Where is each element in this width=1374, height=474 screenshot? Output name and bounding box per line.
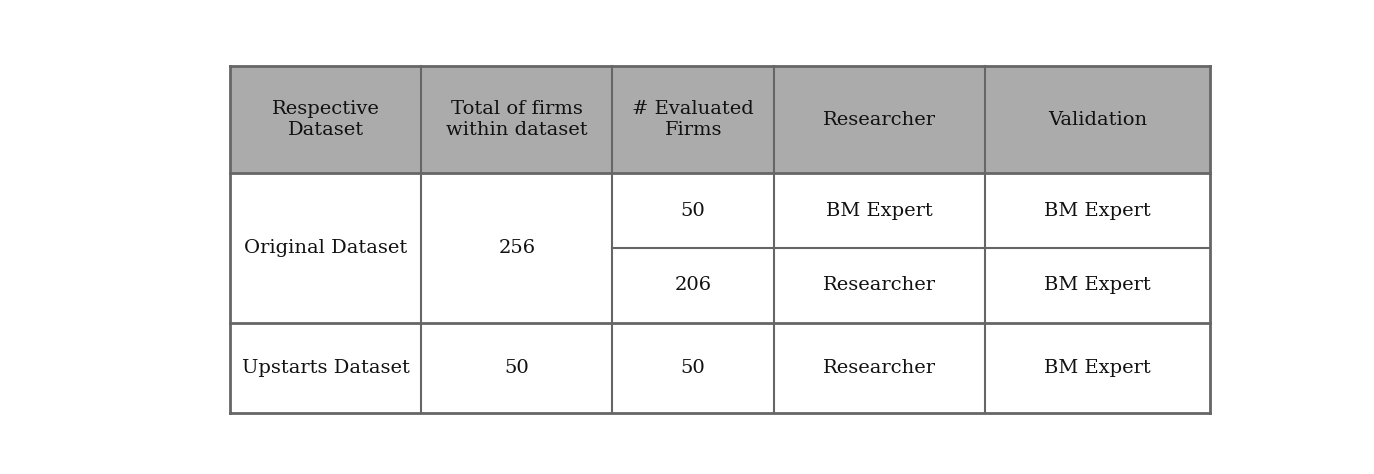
Bar bbox=[774, 66, 985, 173]
Bar bbox=[613, 66, 774, 173]
Text: Validation: Validation bbox=[1048, 111, 1147, 129]
Text: # Evaluated
Firms: # Evaluated Firms bbox=[632, 100, 754, 139]
Text: 50: 50 bbox=[504, 359, 529, 377]
Text: 206: 206 bbox=[675, 276, 712, 294]
Bar bbox=[422, 66, 613, 173]
Text: Total of firms
within dataset: Total of firms within dataset bbox=[447, 100, 588, 139]
Bar bbox=[231, 66, 422, 173]
Text: Researcher: Researcher bbox=[823, 276, 936, 294]
Bar bbox=[985, 66, 1210, 173]
Text: BM Expert: BM Expert bbox=[1044, 202, 1150, 220]
Text: Researcher: Researcher bbox=[823, 111, 936, 129]
Text: BM Expert: BM Expert bbox=[826, 202, 933, 220]
Text: 256: 256 bbox=[499, 239, 536, 257]
Text: BM Expert: BM Expert bbox=[1044, 359, 1150, 377]
Text: 50: 50 bbox=[682, 359, 706, 377]
Text: Original Dataset: Original Dataset bbox=[245, 239, 408, 257]
Text: 50: 50 bbox=[682, 202, 706, 220]
Text: Researcher: Researcher bbox=[823, 359, 936, 377]
Text: BM Expert: BM Expert bbox=[1044, 276, 1150, 294]
Text: Upstarts Dataset: Upstarts Dataset bbox=[242, 359, 409, 377]
Bar bbox=[231, 173, 1210, 413]
Text: Respective
Dataset: Respective Dataset bbox=[272, 100, 379, 139]
